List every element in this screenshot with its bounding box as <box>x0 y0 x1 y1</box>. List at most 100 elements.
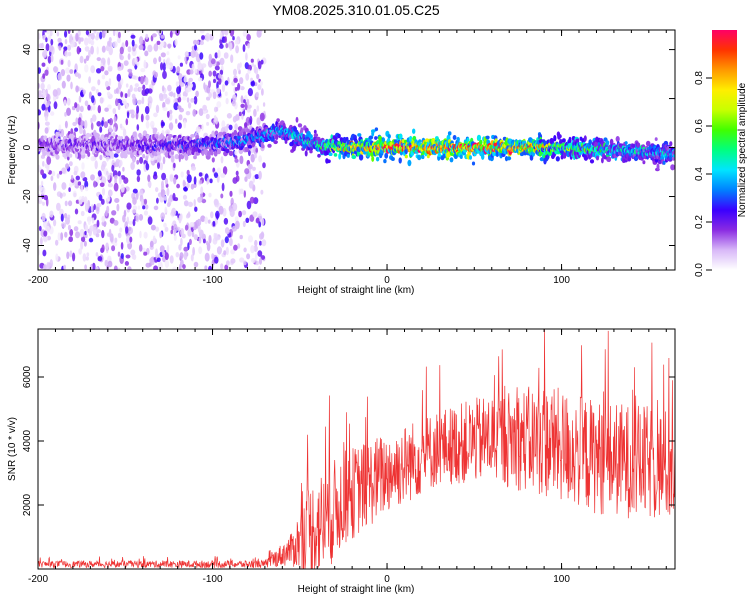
spectrogram-noise-mark <box>213 78 216 84</box>
spectrogram-noise-mark <box>108 46 113 56</box>
spectrogram-noise-mark <box>247 88 253 97</box>
spectrogram-noise-mark <box>84 46 90 52</box>
spectrogram-noise-mark <box>66 74 71 82</box>
spectrogram-noise-mark <box>208 91 212 99</box>
spectrogram-noise-mark <box>193 199 196 207</box>
spectrogram-noise-mark <box>246 98 250 106</box>
spectrogram-noise-mark <box>164 98 171 105</box>
spectrogram-noise-mark <box>100 164 106 172</box>
spectrogram-noise-mark <box>240 95 244 104</box>
spectrogram-noise-mark <box>97 79 101 86</box>
spectrogram-noise-mark <box>254 239 258 247</box>
spectrogram-noise-mark <box>132 196 137 205</box>
spectrogram-noise-mark <box>159 231 163 239</box>
spectrogram-noise-mark <box>241 210 247 216</box>
spectrogram-signal-mark <box>62 153 67 158</box>
spectrogram-signal-mark <box>309 134 313 140</box>
spectrogram-noise-mark <box>219 57 225 66</box>
spectrogram-signal-mark <box>437 152 441 157</box>
spectrogram-noise-mark <box>191 232 195 238</box>
spectrogram-noise-mark <box>129 236 133 243</box>
spectrogram-noise-mark <box>211 253 215 260</box>
spectrogram-signal-mark <box>562 138 566 143</box>
spectrogram-signal-mark <box>368 135 374 140</box>
spectrogram-noise-mark <box>74 102 78 109</box>
spectrogram-noise-mark <box>113 175 118 180</box>
spectrogram-noise-mark <box>62 192 66 197</box>
spectrogram-signal-mark <box>624 141 628 145</box>
spectrogram-noise-mark <box>85 256 90 261</box>
spectrogram-signal-mark <box>560 154 564 160</box>
spectrogram-noise-mark <box>132 254 137 260</box>
spectrogram-noise-mark <box>114 237 118 243</box>
spectrogram-noise-mark <box>104 70 109 76</box>
spectrogram-noise-mark <box>69 161 73 167</box>
spectrogram-noise-mark <box>220 263 224 270</box>
spectrogram-noise-mark <box>239 257 245 263</box>
spectrogram-signal-mark <box>553 135 557 142</box>
spectrogram-noise-mark <box>216 213 219 220</box>
spectrogram-noise-mark <box>147 174 151 182</box>
spectrogram-noise-mark <box>201 198 207 204</box>
spectrogram-noise-mark <box>199 30 205 34</box>
spectrogram-noise-mark <box>233 77 238 83</box>
spectrogram-noise-mark <box>199 180 203 185</box>
spectrogram-noise-mark <box>257 84 262 91</box>
spectrogram-noise-mark <box>250 153 255 163</box>
spectrogram-signal-mark <box>87 151 91 157</box>
spectrogram-noise-mark <box>40 82 45 90</box>
spectrogram-noise-mark <box>96 46 99 55</box>
spectrogram-noise-mark <box>161 121 165 127</box>
spectrogram-noise-mark <box>46 163 50 173</box>
spectrogram-noise-mark <box>151 33 157 38</box>
spectrogram-noise-mark <box>197 62 203 71</box>
spectrogram-noise-mark <box>199 40 204 46</box>
spectrogram-noise-mark <box>161 85 165 92</box>
spectrogram-signal-mark <box>596 155 599 161</box>
spectrogram-noise-mark <box>187 229 192 237</box>
spectrogram-noise-mark <box>111 245 116 252</box>
spectrogram-noise-mark <box>101 215 105 223</box>
spectrogram-noise-mark <box>130 162 135 170</box>
spectrogram-noise-mark <box>208 265 213 270</box>
spectrogram-noise-mark <box>240 103 245 108</box>
spectrogram-noise-mark <box>38 67 41 74</box>
spectrogram-noise-mark <box>260 255 266 260</box>
spectrogram-noise-mark <box>95 233 100 238</box>
spectrogram-noise-mark <box>149 240 154 248</box>
spectrogram-noise-mark <box>125 235 131 245</box>
spectrogram-noise-mark <box>169 255 174 264</box>
spectrogram-noise-mark <box>104 107 109 112</box>
spectrogram-signal-mark <box>233 129 238 136</box>
spectrogram-noise-mark <box>128 71 133 77</box>
spectrogram-signal-mark <box>246 128 250 134</box>
spectrogram-noise-mark <box>76 46 81 55</box>
spectrogram-noise-mark <box>109 118 113 126</box>
spectrogram-noise-mark <box>96 121 102 127</box>
spectrogram-noise-mark <box>176 86 181 95</box>
spectrogram-noise-mark <box>163 222 167 228</box>
colorbar-label: Normalized spectral amplitude <box>737 82 748 217</box>
spectrogram-noise-mark <box>183 200 189 207</box>
spectrogram-noise-mark <box>97 256 103 262</box>
spectrogram-signal-mark <box>421 154 425 160</box>
spectrogram-noise-mark <box>131 93 136 100</box>
spectrogram-noise-mark <box>127 46 132 53</box>
spectrogram-noise-mark <box>176 183 181 189</box>
spectrogram-noise-mark <box>182 179 186 188</box>
spectrogram-noise-mark <box>99 182 105 188</box>
spectrogram-signal-mark <box>234 158 239 163</box>
spectrogram-signal-mark <box>417 154 422 161</box>
spectrogram-noise-mark <box>60 213 64 222</box>
spectrogram-noise-mark <box>254 252 258 261</box>
spectrogram-noise-mark <box>58 45 62 51</box>
spectrogram-noise-mark <box>218 77 222 85</box>
spectrogram-noise-mark <box>70 175 74 180</box>
spectrogram-noise-mark <box>164 206 168 214</box>
spectrogram-noise-mark <box>128 226 132 231</box>
spectrogram-noise-mark <box>197 225 201 233</box>
spectrogram-noise-mark <box>195 90 199 98</box>
spectrogram-noise-mark <box>149 258 153 263</box>
spectrogram-noise-mark <box>103 121 109 128</box>
